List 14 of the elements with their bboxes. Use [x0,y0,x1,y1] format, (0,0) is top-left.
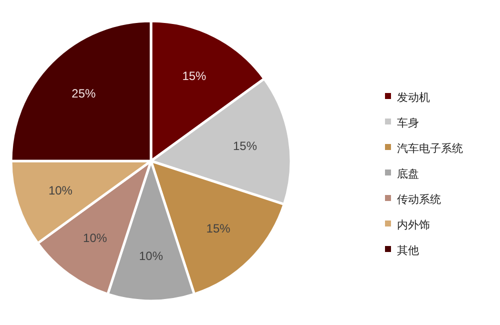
data-label: 15% [206,221,231,236]
legend-label: 其他 [397,244,419,257]
data-label: 10% [48,183,73,198]
legend-label: 底盘 [397,168,419,180]
data-label: 15% [233,139,258,154]
legend-label: 车身 [397,116,419,130]
legend-label: 汽车电子系统 [397,142,463,155]
legend-label: 内外饰 [397,218,430,232]
legend-label: 传动系统 [397,193,441,206]
legend-label: 发动机 [397,91,430,104]
data-label: 10% [83,231,108,246]
data-label: 25% [72,86,96,101]
data-label: 15% [182,69,207,84]
data-label: 10% [138,249,164,264]
